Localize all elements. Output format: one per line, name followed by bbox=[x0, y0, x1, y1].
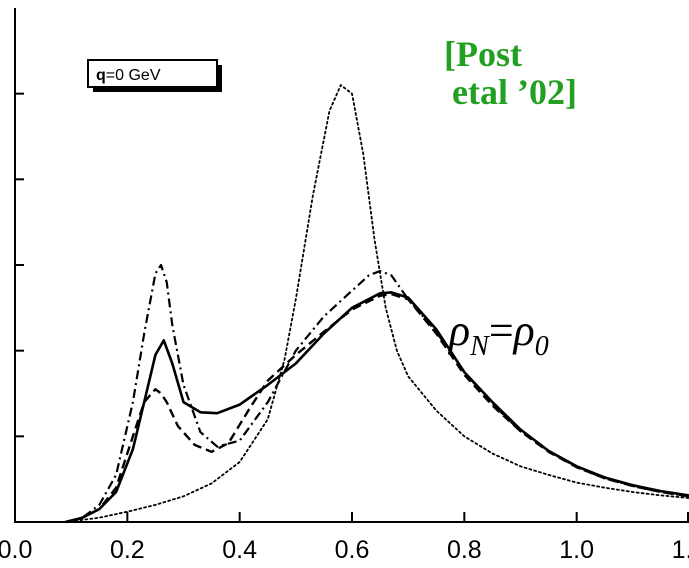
x-tick-label: 0.4 bbox=[222, 536, 257, 564]
curve-dash-dot bbox=[65, 263, 689, 524]
rho-equals: = bbox=[489, 306, 514, 355]
legend-box-value: =0 GeV bbox=[106, 67, 161, 84]
citation-line-1: [Post bbox=[444, 34, 522, 74]
x-tick-label: 0.2 bbox=[110, 536, 145, 564]
rho-n-symbol: ρ bbox=[447, 306, 470, 355]
rho-n-label: ρN=ρ0 bbox=[447, 306, 549, 362]
citation-line-2: etal ’02] bbox=[452, 72, 577, 112]
curves bbox=[64, 84, 689, 524]
x-tick-label: 0.0 bbox=[0, 536, 32, 564]
curve-solid bbox=[65, 291, 689, 524]
legend-box-text: q=0 GeV bbox=[96, 67, 161, 84]
x-tick-labels: 0.0 0.2 0.4 0.6 0.8 1.0 1.2 bbox=[0, 536, 689, 564]
curve-dashed bbox=[65, 292, 689, 524]
x-tick-label: 0.8 bbox=[447, 536, 482, 564]
rho-0-subscript: 0 bbox=[535, 331, 549, 362]
axes bbox=[14, 8, 689, 523]
x-tick-label: 0.6 bbox=[335, 536, 370, 564]
legend-box-frame bbox=[87, 59, 218, 88]
x-tick-label: 1.2 bbox=[672, 536, 689, 564]
x-tick-label: 1.0 bbox=[559, 536, 594, 564]
legend-box-q: q bbox=[96, 67, 106, 84]
legend-box: q=0 GeV bbox=[87, 59, 222, 92]
rho-n-subscript: N bbox=[469, 331, 490, 362]
curve-dotted bbox=[64, 84, 689, 523]
rho-0-symbol: ρ bbox=[512, 306, 535, 355]
